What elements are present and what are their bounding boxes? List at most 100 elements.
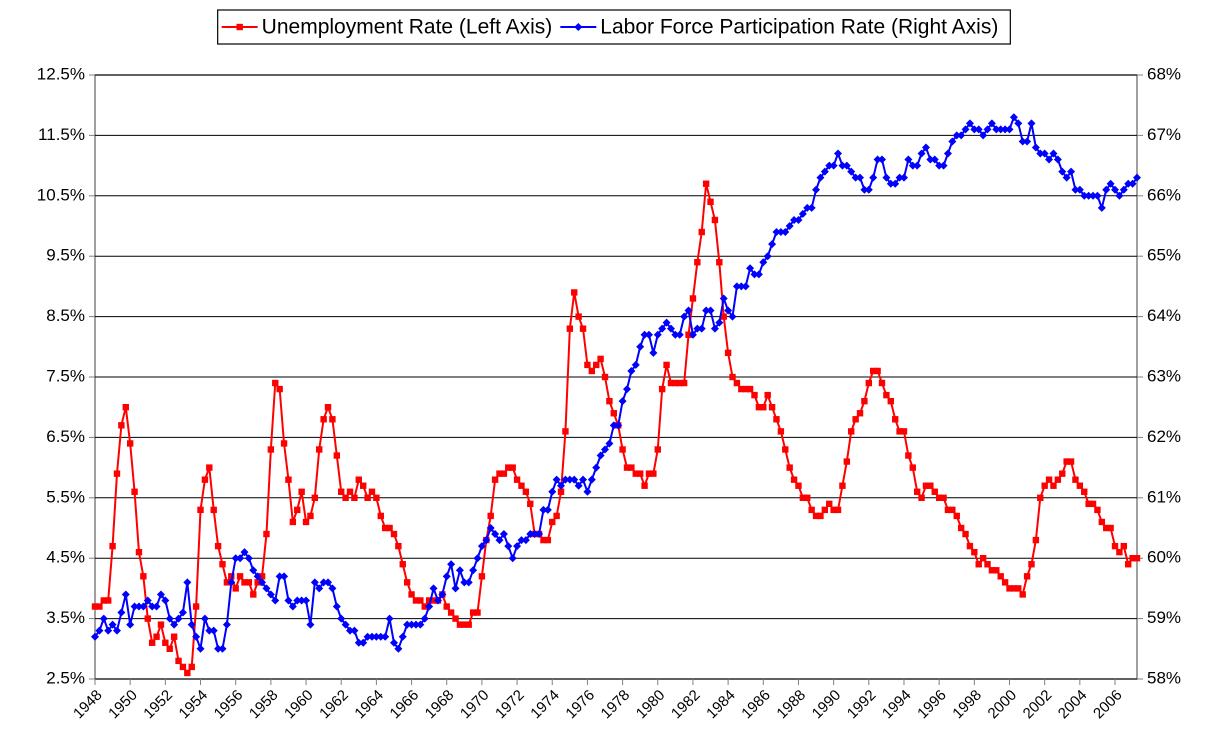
y-tick-label: 7.5% — [46, 366, 85, 385]
data-point — [359, 482, 367, 489]
data-point — [258, 578, 267, 587]
data-point — [974, 125, 983, 134]
data-point — [953, 512, 960, 520]
data-point — [245, 579, 253, 586]
data-point — [1128, 179, 1137, 188]
y2-tick-label: 58% — [1147, 668, 1181, 687]
data-point — [197, 506, 204, 514]
data-point — [104, 597, 112, 604]
data-point — [1049, 149, 1058, 158]
data-point — [688, 330, 697, 339]
data-point — [562, 428, 569, 435]
data-point — [565, 475, 574, 484]
data-point — [407, 620, 416, 629]
data-point — [711, 216, 719, 224]
data-point — [1045, 476, 1053, 483]
data-point — [175, 657, 182, 665]
data-point — [100, 597, 107, 604]
data-point — [122, 404, 129, 411]
data-point — [161, 596, 170, 605]
data-point — [864, 185, 873, 194]
data-point — [433, 596, 442, 605]
data-point — [1103, 524, 1110, 532]
data-point — [1037, 494, 1044, 501]
data-point — [702, 180, 710, 187]
data-point — [571, 289, 578, 296]
data-point — [663, 361, 670, 369]
data-point — [346, 488, 354, 495]
data-point — [1058, 167, 1067, 176]
data-point — [988, 567, 996, 574]
data-point — [403, 579, 411, 586]
data-point — [381, 524, 389, 532]
data-point — [486, 524, 495, 532]
data-point — [636, 470, 644, 477]
data-point — [495, 536, 504, 545]
data-point — [966, 542, 974, 550]
data-point — [640, 330, 649, 339]
data-point — [298, 488, 305, 495]
data-point — [144, 615, 151, 622]
data-point — [253, 572, 262, 581]
data-point — [887, 397, 894, 405]
data-point — [294, 506, 301, 514]
data-point — [1010, 585, 1018, 592]
data-point — [271, 596, 280, 605]
data-point — [1045, 155, 1054, 164]
data-point — [460, 578, 469, 587]
data-point — [905, 452, 912, 459]
data-point — [210, 506, 217, 514]
data-point — [1067, 167, 1076, 176]
data-point — [851, 173, 860, 182]
data-point — [240, 548, 249, 557]
data-point — [724, 349, 732, 357]
data-point — [913, 488, 921, 495]
data-point — [759, 258, 768, 267]
data-point — [820, 167, 829, 176]
data-point — [728, 312, 737, 321]
data-point — [782, 446, 789, 453]
data-point — [152, 602, 161, 611]
data-point — [266, 590, 275, 599]
data-point — [540, 536, 547, 544]
data-point — [227, 578, 236, 587]
data-point — [543, 505, 552, 514]
data-point — [143, 596, 152, 605]
data-point — [605, 439, 614, 448]
data-point — [926, 155, 935, 164]
data-point — [214, 542, 222, 550]
data-point — [196, 644, 205, 653]
data-point — [750, 270, 759, 279]
data-point — [962, 530, 969, 538]
legend-label: Unemployment Rate (Left Axis) — [262, 16, 553, 39]
data-point — [530, 530, 539, 539]
data-point — [293, 596, 302, 605]
legend-marker — [574, 23, 583, 31]
data-point — [1062, 173, 1071, 182]
data-point — [808, 506, 815, 514]
data-point — [354, 638, 363, 647]
data-point — [724, 306, 733, 315]
data-point — [957, 524, 965, 532]
data-point — [504, 542, 513, 551]
data-point — [307, 512, 314, 520]
y-tick-label: 10.5% — [37, 185, 85, 204]
data-point — [411, 620, 420, 629]
data-point — [188, 663, 195, 671]
data-point — [895, 173, 904, 182]
data-point — [165, 614, 174, 623]
data-point — [513, 542, 522, 551]
data-point — [1031, 143, 1040, 152]
data-point — [899, 173, 908, 182]
data-point — [1107, 524, 1114, 532]
data-point — [464, 578, 473, 587]
data-point — [763, 252, 772, 261]
data-point — [694, 259, 701, 266]
data-point — [957, 131, 966, 140]
data-point — [381, 632, 390, 641]
data-point — [1001, 579, 1009, 586]
data-point — [148, 602, 157, 611]
legend-frame — [217, 9, 1011, 45]
data-point — [557, 488, 565, 495]
